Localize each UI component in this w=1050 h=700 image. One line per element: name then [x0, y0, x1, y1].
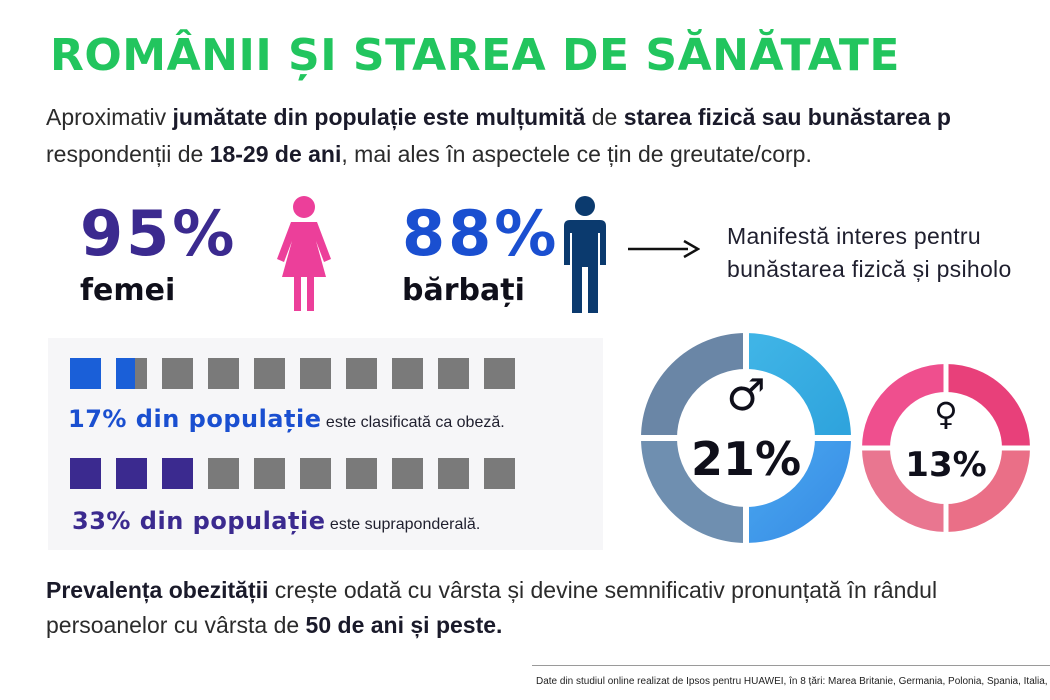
filled-square — [116, 458, 147, 489]
overweight-stat-rest: este supraponderală. — [325, 516, 481, 533]
donut-segment — [862, 447, 947, 532]
empty-square — [208, 358, 239, 389]
filled-square — [70, 358, 101, 389]
donut-segment — [945, 447, 1030, 532]
source-footnote: Date din studiul online realizat de Ipso… — [536, 676, 1050, 687]
empty-square — [484, 458, 515, 489]
women-percentage: 95% — [80, 197, 238, 270]
empty-square — [392, 358, 423, 389]
footer-divider — [532, 665, 1050, 666]
donut-segment — [641, 437, 747, 543]
empty-square — [300, 358, 331, 389]
obese-stat: 17% din populație este clasificată ca ob… — [68, 405, 505, 433]
donut-segment — [745, 437, 851, 543]
intro-emphasis: jumătate din populație este mulțumită — [172, 104, 586, 130]
overweight-square-row — [70, 458, 540, 492]
partial-fill — [116, 358, 135, 389]
overweight-stat: 33% din populație este supraponderală. — [72, 507, 480, 535]
empty-square — [254, 358, 285, 389]
male-symbol-icon: ♂ — [726, 370, 766, 421]
donut-segment — [945, 364, 1030, 449]
women-label: femei — [80, 273, 176, 308]
conclusion-emphasis: 50 de ani și peste. — [305, 612, 503, 638]
men-percentage: 88% — [402, 197, 560, 270]
intro-emphasis: starea fizică sau bunăstarea p — [623, 104, 951, 130]
empty-square — [346, 358, 377, 389]
empty-square — [300, 458, 331, 489]
empty-square — [392, 458, 423, 489]
page-title: ROMÂNII ȘI STAREA DE SĂNĂTATE — [50, 30, 900, 81]
woman-icon — [274, 195, 334, 313]
filled-square — [70, 458, 101, 489]
donut-segment — [862, 364, 947, 449]
obese-stat-strong: 17% din populație — [68, 405, 322, 433]
intro-text: Aproximativ — [46, 104, 173, 130]
empty-square — [162, 358, 193, 389]
empty-square — [254, 458, 285, 489]
empty-square — [438, 458, 469, 489]
female-donut-value: 13% — [905, 445, 987, 485]
overweight-stat-strong: 33% din populație — [72, 507, 326, 535]
conclusion-text: persoanelor cu vârsta de — [46, 612, 306, 638]
donut-segment — [745, 333, 851, 439]
partial-square — [116, 358, 147, 389]
interest-statement-line-2: bunăstarea fizică și psiholo — [727, 256, 1012, 282]
donut-segment — [641, 333, 747, 439]
interest-statement-line-1: Manifestă interes pentru — [727, 223, 981, 249]
filled-square — [162, 458, 193, 489]
intro-text: , mai ales în aspectele ce țin de greuta… — [341, 141, 812, 167]
empty-square — [438, 358, 469, 389]
conclusion-text: crește odată cu vârsta și devine semnifi… — [268, 577, 938, 603]
empty-square — [346, 458, 377, 489]
conclusion-line-1: Prevalența obezității crește odată cu vâ… — [46, 573, 937, 607]
intro-text: de — [585, 104, 624, 130]
man-icon — [560, 195, 610, 315]
female-donut: ♀ 13% — [862, 364, 1030, 532]
obese-square-row — [70, 358, 540, 392]
empty-square — [484, 358, 515, 389]
men-label: bărbați — [402, 273, 525, 308]
intro-emphasis: 18-29 de ani — [209, 141, 342, 167]
female-symbol-icon: ♀ — [934, 395, 958, 433]
intro-text: respondenții de — [46, 141, 210, 167]
arrow-right-icon — [628, 238, 701, 260]
conclusion-emphasis: Prevalența obezității — [46, 577, 269, 603]
intro-line-1: Aproximativ jumătate din populație este … — [46, 100, 951, 134]
male-donut: ♂ 21% — [640, 332, 852, 544]
empty-square — [208, 458, 239, 489]
obese-stat-rest: este clasificată ca obeză. — [321, 414, 505, 431]
conclusion-line-2: persoanelor cu vârsta de 50 de ani și pe… — [46, 608, 502, 642]
male-donut-value: 21% — [690, 432, 802, 486]
intro-line-2: respondenții de 18-29 de ani, mai ales î… — [46, 137, 812, 171]
